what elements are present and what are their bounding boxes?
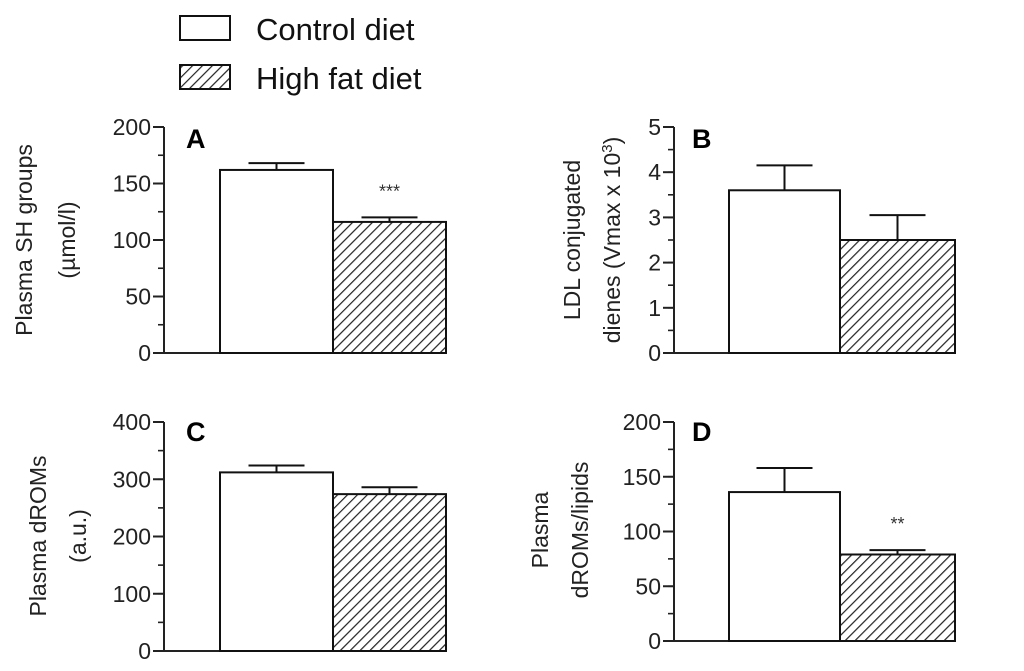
panel-d: 0 50 100 150 200 ** D Plasma dROMs/lipids	[527, 409, 956, 654]
panel-b-tick-label: 0	[648, 340, 661, 366]
panel-d-bar-high-fat	[839, 553, 956, 642]
panel-b-bar-control	[728, 189, 841, 354]
legend-label-control: Control diet	[256, 12, 415, 47]
legend-entry-high-fat: High fat diet	[179, 61, 422, 96]
panel-b-letter: B	[692, 124, 712, 154]
legend-swatch-high-fat	[179, 64, 231, 90]
panel-c-tick-label: 300	[113, 466, 151, 492]
panel-d-ylabel-line2: dROMs/lipids	[567, 462, 593, 599]
panel-a: 0 50 100 150 200 *** A Plasma SH groups (µmol/l)	[11, 114, 447, 366]
panel-c-tick-label: 400	[113, 409, 151, 435]
panel-c-ylabel-line2: (a.u.)	[65, 509, 91, 563]
panel-a-bar-high-fat	[332, 220, 447, 354]
panel-a-tick-label: 0	[138, 340, 151, 366]
legend-label-high-fat: High fat diet	[256, 61, 422, 96]
panel-b-bar-high-fat	[839, 239, 956, 354]
panel-c-tick-label: 200	[113, 524, 151, 550]
panel-a-tick-label: 100	[113, 227, 151, 253]
panel-d-letter: D	[692, 417, 712, 447]
panel-a-bar-control	[219, 168, 334, 354]
panel-a-letter: A	[186, 124, 206, 154]
panel-b-ylabel-line2: dienes (Vmax x 103)	[599, 137, 626, 344]
panel-d-tick-label: 0	[648, 628, 661, 654]
legend-entry-control: Control diet	[179, 12, 415, 47]
panel-d-tick-label: 150	[623, 464, 661, 490]
legend-swatch-control	[179, 15, 231, 41]
panel-c-bar-high-fat	[332, 493, 447, 653]
panel-d-tick-label: 200	[623, 409, 661, 435]
panel-a-tick-label: 50	[125, 284, 151, 310]
panel-c-tick-label: 0	[138, 638, 151, 664]
panel-a-ylabel-line2: (µmol/l)	[54, 201, 80, 278]
panel-d-tick-label: 100	[623, 519, 661, 545]
panel-b: 0 1 2 3 4 5 B LDL conjugated dienes (Vmax x 103)	[559, 114, 956, 366]
legend: Control diet High fat diet	[179, 12, 422, 96]
panel-c-ylabel-line1: Plasma dROMs	[25, 455, 51, 616]
panel-d-significance-label: **	[890, 514, 904, 534]
panel-d-tick-label: 50	[635, 573, 661, 599]
panel-c-tick-label: 100	[113, 581, 151, 607]
panel-a-tick-label: 150	[113, 171, 151, 197]
panel-d-ylabel-line1: Plasma	[527, 491, 553, 568]
panel-a-significance-label: ***	[379, 181, 400, 201]
panel-a-tick-label: 200	[113, 114, 151, 140]
panel-c-bar-control	[219, 471, 334, 652]
panel-c-letter: C	[186, 417, 206, 447]
panel-b-tick-label: 4	[648, 159, 661, 185]
panel-b-tick-label: 2	[648, 250, 661, 276]
panel-d-bar-control	[728, 491, 841, 642]
panel-a-ylabel-line1: Plasma SH groups	[11, 144, 37, 336]
panel-b-tick-label: 5	[648, 114, 661, 140]
panel-c: 0 100 200 300 400 C Plasma dROMs (a.u.)	[25, 409, 447, 664]
panel-b-tick-label: 1	[648, 295, 661, 321]
panel-b-tick-label: 3	[648, 204, 661, 230]
panel-b-ylabel-line1: LDL conjugated	[559, 160, 585, 320]
